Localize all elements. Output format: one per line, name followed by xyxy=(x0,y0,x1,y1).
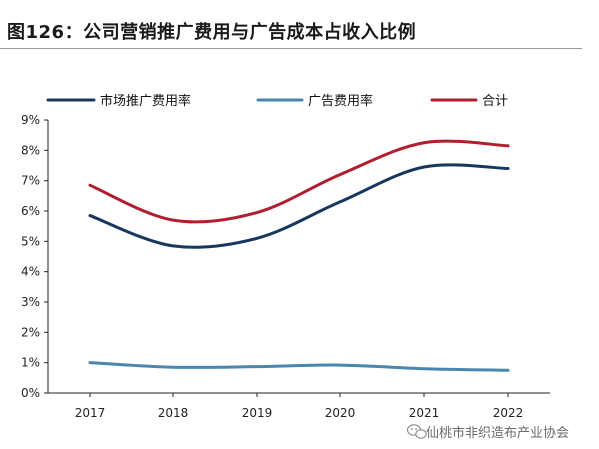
series-line-market xyxy=(88,163,510,249)
x-tick-label: 2021 xyxy=(409,406,440,420)
legend-item-ads: 广告费用率 xyxy=(256,93,373,109)
legend-label: 广告费用率 xyxy=(308,93,373,109)
y-tick-label: 8% xyxy=(21,143,40,157)
y-tick-label: 1% xyxy=(21,356,40,370)
series-line-total xyxy=(88,139,510,224)
watermark: 仙桃市非织造布产业协会 xyxy=(406,424,569,441)
y-tick-label: 6% xyxy=(21,204,40,218)
y-tick-label: 7% xyxy=(21,174,40,188)
legend-label: 合计 xyxy=(482,94,508,109)
series-layer xyxy=(88,139,510,372)
x-tick-label: 2022 xyxy=(493,406,524,420)
y-tick-label: 3% xyxy=(21,295,40,309)
page-title: 图126：公司营销推广费用与广告成本占收入比例 xyxy=(7,22,417,43)
legend-item-total: 合计 xyxy=(430,94,508,109)
x-tick-label: 2020 xyxy=(325,406,356,420)
legend: 市场推广费用率 广告费用率 合计 xyxy=(46,93,508,109)
watermark-text: 仙桃市非织造布产业协会 xyxy=(426,425,569,441)
legend-label: 市场推广费用率 xyxy=(100,93,191,109)
y-tick-label: 2% xyxy=(21,325,40,339)
y-tick-label: 5% xyxy=(21,234,40,248)
legend-item-market: 市场推广费用率 xyxy=(46,93,191,109)
x-tick-label: 2019 xyxy=(242,406,273,420)
y-tick-label: 0% xyxy=(21,386,40,400)
y-tick-label: 9% xyxy=(21,113,40,127)
y-tick-label: 4% xyxy=(21,265,40,279)
series-line-ads xyxy=(88,361,510,372)
wechat-icon xyxy=(406,424,427,439)
chart-axes: 0% 1% 2% 3% 4% 5% 6% 7% 8% 9% 2017 2018 2019 2020 2021… xyxy=(21,113,550,420)
title-divider xyxy=(0,48,582,49)
x-tick-label: 2017 xyxy=(75,406,106,420)
x-tick-label: 2018 xyxy=(158,406,189,420)
